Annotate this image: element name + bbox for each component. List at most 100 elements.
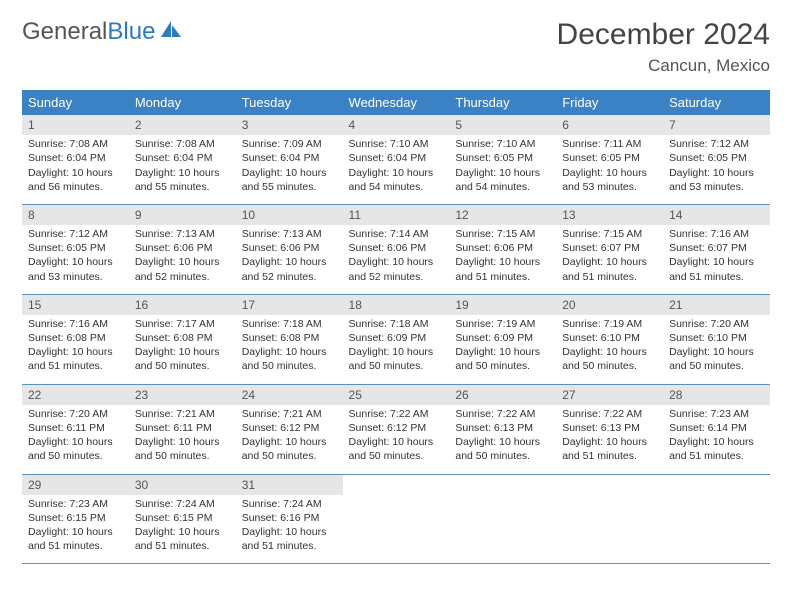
daylight-text-1: Daylight: 10 hours	[28, 435, 123, 449]
sunrise-text: Sunrise: 7:16 AM	[28, 317, 123, 331]
sunset-text: Sunset: 6:10 PM	[669, 331, 764, 345]
daylight-text-2: and 55 minutes.	[135, 180, 230, 194]
day-details: Sunrise: 7:23 AMSunset: 6:15 PMDaylight:…	[22, 495, 129, 564]
sunrise-text: Sunrise: 7:18 AM	[242, 317, 337, 331]
daylight-text-1: Daylight: 10 hours	[669, 166, 764, 180]
day-details: Sunrise: 7:22 AMSunset: 6:13 PMDaylight:…	[449, 405, 556, 474]
day-details: Sunrise: 7:12 AMSunset: 6:05 PMDaylight:…	[663, 135, 770, 204]
calendar-table: Sunday Monday Tuesday Wednesday Thursday…	[22, 90, 770, 564]
sunrise-text: Sunrise: 7:19 AM	[562, 317, 657, 331]
sunrise-text: Sunrise: 7:15 AM	[455, 227, 550, 241]
calendar-row: 29Sunrise: 7:23 AMSunset: 6:15 PMDayligh…	[22, 474, 770, 564]
day-number: 27	[556, 385, 663, 405]
day-details: Sunrise: 7:18 AMSunset: 6:09 PMDaylight:…	[343, 315, 450, 384]
day-number: 17	[236, 295, 343, 315]
sunset-text: Sunset: 6:04 PM	[349, 151, 444, 165]
calendar-cell: 21Sunrise: 7:20 AMSunset: 6:10 PMDayligh…	[663, 294, 770, 384]
day-details: Sunrise: 7:24 AMSunset: 6:15 PMDaylight:…	[129, 495, 236, 564]
sunrise-text: Sunrise: 7:21 AM	[135, 407, 230, 421]
daylight-text-1: Daylight: 10 hours	[242, 435, 337, 449]
daylight-text-1: Daylight: 10 hours	[669, 345, 764, 359]
day-details: Sunrise: 7:22 AMSunset: 6:12 PMDaylight:…	[343, 405, 450, 474]
sunrise-text: Sunrise: 7:24 AM	[135, 497, 230, 511]
daylight-text-1: Daylight: 10 hours	[669, 255, 764, 269]
sail-icon	[159, 18, 183, 46]
calendar-cell: 3Sunrise: 7:09 AMSunset: 6:04 PMDaylight…	[236, 115, 343, 204]
daylight-text-2: and 51 minutes.	[455, 270, 550, 284]
weekday-header: Sunday	[22, 90, 129, 115]
day-details: Sunrise: 7:13 AMSunset: 6:06 PMDaylight:…	[236, 225, 343, 294]
day-number: 8	[22, 205, 129, 225]
sunrise-text: Sunrise: 7:08 AM	[135, 137, 230, 151]
calendar-cell: 11Sunrise: 7:14 AMSunset: 6:06 PMDayligh…	[343, 204, 450, 294]
day-number: 30	[129, 475, 236, 495]
day-number: 18	[343, 295, 450, 315]
day-number: 12	[449, 205, 556, 225]
sunrise-text: Sunrise: 7:18 AM	[349, 317, 444, 331]
sunrise-text: Sunrise: 7:12 AM	[669, 137, 764, 151]
day-details: Sunrise: 7:15 AMSunset: 6:06 PMDaylight:…	[449, 225, 556, 294]
daylight-text-1: Daylight: 10 hours	[455, 435, 550, 449]
day-details: Sunrise: 7:10 AMSunset: 6:04 PMDaylight:…	[343, 135, 450, 204]
day-number: 6	[556, 115, 663, 135]
daylight-text-2: and 51 minutes.	[28, 359, 123, 373]
day-number: 2	[129, 115, 236, 135]
day-details: Sunrise: 7:13 AMSunset: 6:06 PMDaylight:…	[129, 225, 236, 294]
day-details: Sunrise: 7:18 AMSunset: 6:08 PMDaylight:…	[236, 315, 343, 384]
calendar-cell: 9Sunrise: 7:13 AMSunset: 6:06 PMDaylight…	[129, 204, 236, 294]
calendar-cell: 26Sunrise: 7:22 AMSunset: 6:13 PMDayligh…	[449, 384, 556, 474]
sunset-text: Sunset: 6:05 PM	[455, 151, 550, 165]
daylight-text-2: and 50 minutes.	[349, 359, 444, 373]
day-details: Sunrise: 7:19 AMSunset: 6:10 PMDaylight:…	[556, 315, 663, 384]
sunrise-text: Sunrise: 7:23 AM	[28, 497, 123, 511]
day-number: 5	[449, 115, 556, 135]
sunrise-text: Sunrise: 7:09 AM	[242, 137, 337, 151]
day-number: 14	[663, 205, 770, 225]
sunrise-text: Sunrise: 7:11 AM	[562, 137, 657, 151]
daylight-text-2: and 50 minutes.	[135, 449, 230, 463]
daylight-text-2: and 53 minutes.	[669, 180, 764, 194]
day-details: Sunrise: 7:08 AMSunset: 6:04 PMDaylight:…	[129, 135, 236, 204]
sunset-text: Sunset: 6:05 PM	[28, 241, 123, 255]
day-number: 23	[129, 385, 236, 405]
sunset-text: Sunset: 6:04 PM	[135, 151, 230, 165]
sunset-text: Sunset: 6:05 PM	[669, 151, 764, 165]
day-details: Sunrise: 7:09 AMSunset: 6:04 PMDaylight:…	[236, 135, 343, 204]
calendar-cell: .	[343, 474, 450, 564]
sunrise-text: Sunrise: 7:15 AM	[562, 227, 657, 241]
daylight-text-1: Daylight: 10 hours	[242, 345, 337, 359]
sunset-text: Sunset: 6:14 PM	[669, 421, 764, 435]
sunset-text: Sunset: 6:09 PM	[455, 331, 550, 345]
day-number: 9	[129, 205, 236, 225]
sunrise-text: Sunrise: 7:13 AM	[135, 227, 230, 241]
calendar-cell: 6Sunrise: 7:11 AMSunset: 6:05 PMDaylight…	[556, 115, 663, 204]
calendar-cell: 4Sunrise: 7:10 AMSunset: 6:04 PMDaylight…	[343, 115, 450, 204]
daylight-text-1: Daylight: 10 hours	[135, 166, 230, 180]
daylight-text-2: and 51 minutes.	[562, 449, 657, 463]
weekday-header: Tuesday	[236, 90, 343, 115]
sunrise-text: Sunrise: 7:21 AM	[242, 407, 337, 421]
calendar-cell: 31Sunrise: 7:24 AMSunset: 6:16 PMDayligh…	[236, 474, 343, 564]
sunset-text: Sunset: 6:05 PM	[562, 151, 657, 165]
daylight-text-2: and 54 minutes.	[455, 180, 550, 194]
daylight-text-2: and 50 minutes.	[455, 359, 550, 373]
day-number: 31	[236, 475, 343, 495]
calendar-cell: .	[556, 474, 663, 564]
daylight-text-2: and 50 minutes.	[242, 359, 337, 373]
calendar-cell: 8Sunrise: 7:12 AMSunset: 6:05 PMDaylight…	[22, 204, 129, 294]
day-number: 20	[556, 295, 663, 315]
daylight-text-1: Daylight: 10 hours	[455, 166, 550, 180]
daylight-text-1: Daylight: 10 hours	[135, 345, 230, 359]
day-details: Sunrise: 7:22 AMSunset: 6:13 PMDaylight:…	[556, 405, 663, 474]
calendar-cell: 7Sunrise: 7:12 AMSunset: 6:05 PMDaylight…	[663, 115, 770, 204]
day-number: 7	[663, 115, 770, 135]
sunset-text: Sunset: 6:08 PM	[28, 331, 123, 345]
day-details: Sunrise: 7:21 AMSunset: 6:12 PMDaylight:…	[236, 405, 343, 474]
day-details: Sunrise: 7:24 AMSunset: 6:16 PMDaylight:…	[236, 495, 343, 564]
weekday-header: Friday	[556, 90, 663, 115]
calendar-cell: .	[449, 474, 556, 564]
weekday-header-row: Sunday Monday Tuesday Wednesday Thursday…	[22, 90, 770, 115]
daylight-text-1: Daylight: 10 hours	[135, 525, 230, 539]
sunrise-text: Sunrise: 7:22 AM	[349, 407, 444, 421]
day-details: Sunrise: 7:16 AMSunset: 6:08 PMDaylight:…	[22, 315, 129, 384]
